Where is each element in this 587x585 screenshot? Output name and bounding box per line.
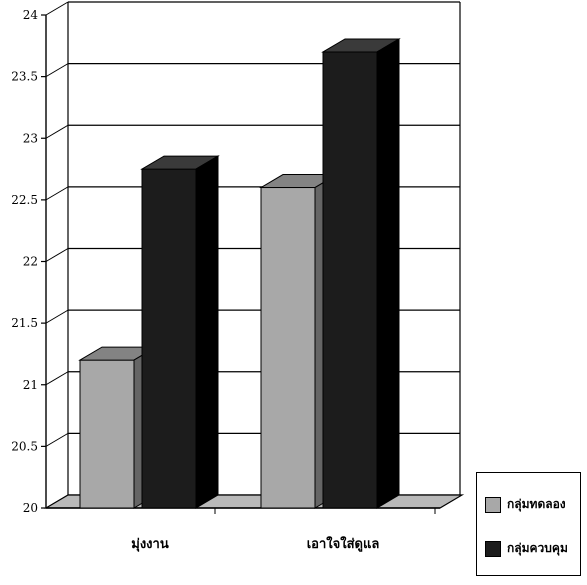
bar-cat2-control-front bbox=[322, 51, 378, 509]
bars bbox=[78, 38, 401, 509]
legend-swatch-experimental bbox=[485, 496, 501, 513]
y-tick-labels: 20 20.5 21 21.5 22 22.5 23 23.5 24 bbox=[11, 8, 38, 515]
y-tick-label: 22.5 bbox=[11, 193, 38, 207]
gridline-depth bbox=[45, 186, 69, 201]
bar-cat2-control-side bbox=[376, 38, 400, 509]
bar-cat1-control-front bbox=[141, 168, 197, 509]
bar-cat2-control bbox=[321, 38, 401, 509]
gridline-depth bbox=[45, 371, 69, 386]
y-tick-label: 20.5 bbox=[11, 439, 38, 453]
x-tick-label: เอาใจใส่ดูแล bbox=[307, 535, 380, 552]
bar-cat2-experimental-front bbox=[260, 187, 316, 509]
x-tick-label: มุ่งงาน bbox=[131, 537, 169, 552]
y-tick-label: 21 bbox=[23, 378, 38, 392]
legend-item-control: กลุ่มควบคุม bbox=[485, 539, 568, 558]
y-tick-label: 24 bbox=[23, 8, 39, 22]
y-tick-label: 23.5 bbox=[11, 70, 38, 84]
gridline-depth bbox=[45, 248, 69, 262]
y-tick-label: 23 bbox=[23, 131, 38, 145]
x-tick-labels: มุ่งงาน เอาใจใส่ดูแล bbox=[131, 535, 379, 552]
y-tick-label: 21.5 bbox=[11, 316, 38, 330]
gridline-depth bbox=[45, 309, 69, 324]
gridline-depth bbox=[45, 63, 69, 78]
bar-cat1-experimental-front bbox=[79, 359, 135, 509]
gridline-depth bbox=[45, 1, 69, 16]
gridline-depth bbox=[45, 124, 69, 139]
legend-item-experimental: กลุ่มทดลอง bbox=[485, 495, 566, 514]
y-axis bbox=[41, 14, 47, 509]
legend-label-control: กลุ่มควบคุม bbox=[507, 541, 568, 555]
legend-label-experimental: กลุ่มทดลอง bbox=[507, 497, 566, 511]
y-tick-label: 20 bbox=[23, 501, 38, 515]
y-tick-label: 22 bbox=[23, 255, 38, 269]
legend-swatch-control bbox=[485, 540, 501, 557]
bar-cat1-control-side bbox=[195, 155, 219, 509]
legend: กลุ่มทดลอง กลุ่มควบคุม bbox=[476, 472, 581, 576]
bar-cat1-control bbox=[140, 155, 220, 509]
gridline-depth bbox=[45, 432, 69, 447]
